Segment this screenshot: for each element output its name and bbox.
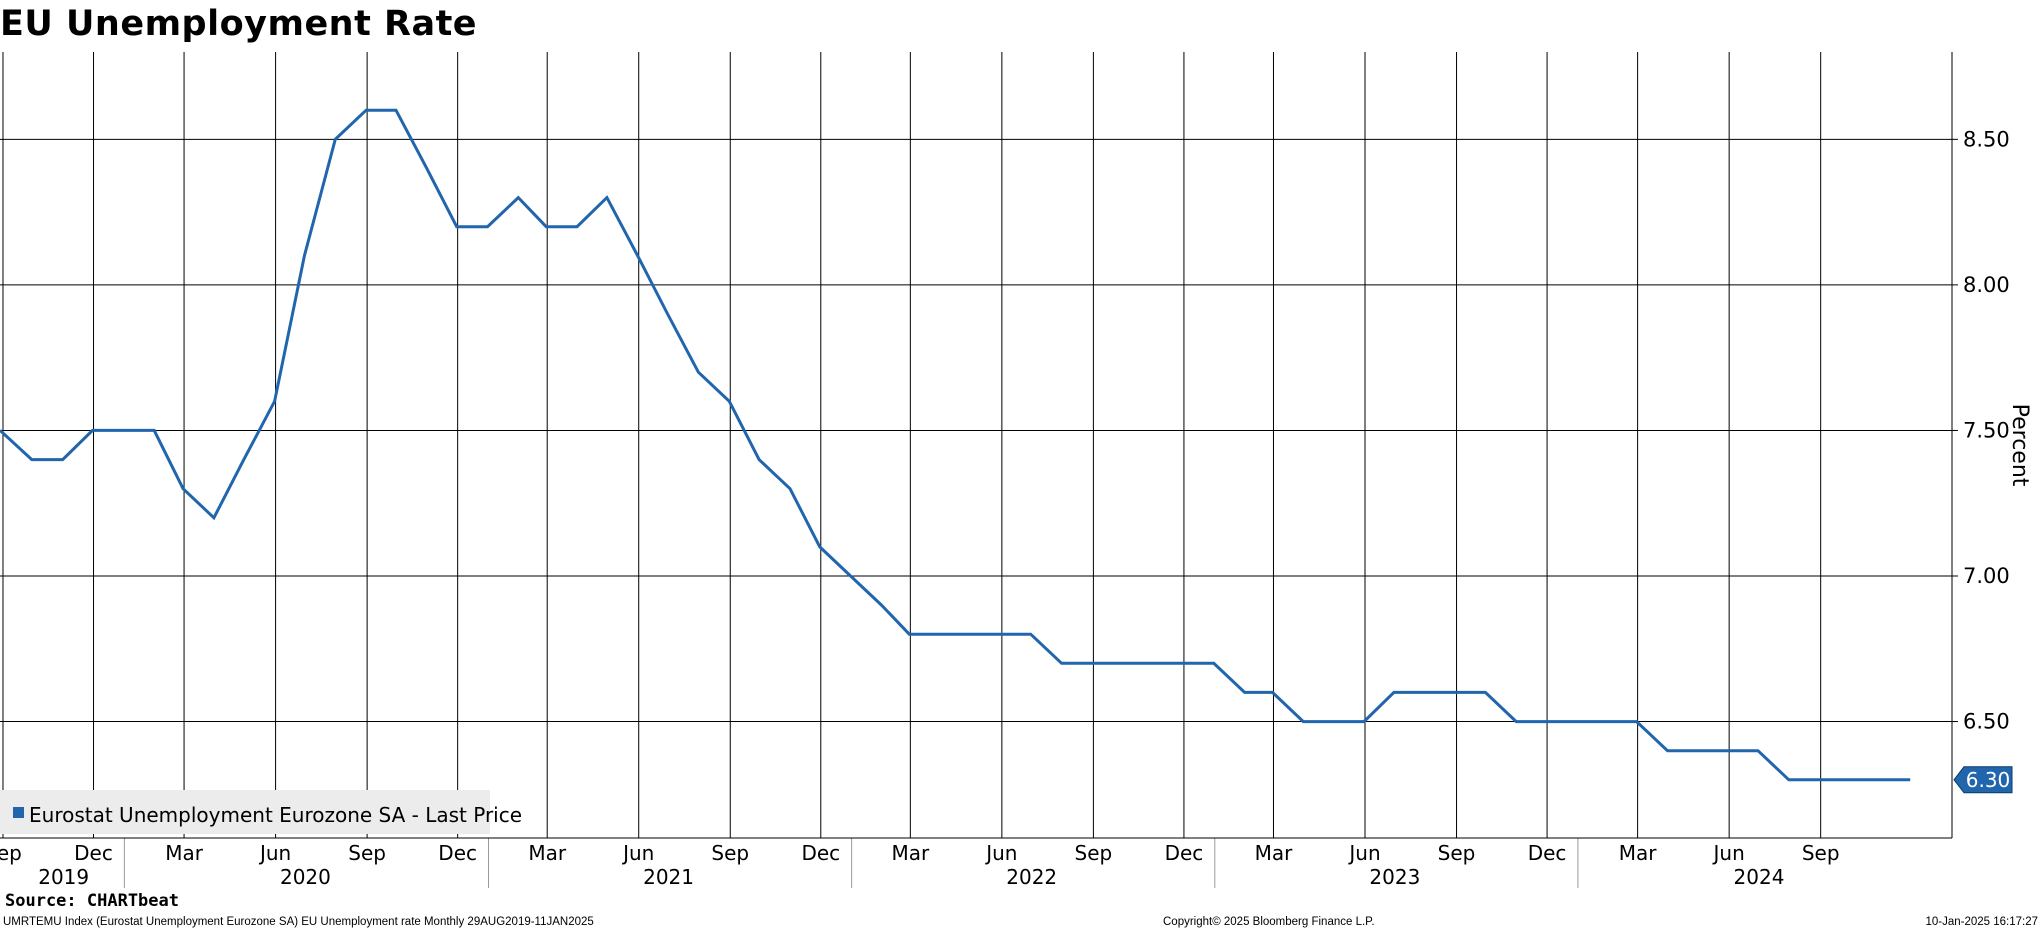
x-tick-label: Mar (165, 841, 204, 865)
x-tick-label: Jun (1347, 841, 1380, 865)
x-tick-label: Mar (528, 841, 567, 865)
y-tick-label: 8.50 (1963, 127, 2010, 151)
y-tick-label: 7.50 (1963, 418, 2010, 442)
footer-copyright: Copyright© 2025 Bloomberg Finance L.P. (1163, 916, 1375, 928)
x-year-label: 2022 (1006, 865, 1057, 889)
x-tick-label: Dec (438, 841, 477, 865)
x-tick-label: Sep (1075, 841, 1113, 865)
chart-title: EU Unemployment Rate (0, 4, 478, 44)
series-layer (0, 108, 1911, 782)
source-note: Source: CHARTbeat (5, 891, 179, 911)
x-year-label: 2021 (643, 865, 694, 889)
x-tick-label: Dec (1165, 841, 1204, 865)
x-tick-label: Mar (1619, 841, 1658, 865)
footer-timestamp: 10-Jan-2025 16:17:27 (1925, 916, 2038, 928)
last-value-label: 6.30 (1966, 768, 2011, 792)
x-tick-label: Sep (348, 841, 386, 865)
x-tick-label: Dec (801, 841, 840, 865)
x-tick-label: Sep (711, 841, 749, 865)
x-tick-label: Jun (621, 841, 654, 865)
y-tick-label: 8.00 (1963, 273, 2010, 297)
series-line (0, 108, 1911, 782)
x-tick-label: Jun (1712, 841, 1745, 865)
last-value-layer: 6.30 (1953, 766, 2013, 794)
x-year-label: 2023 (1369, 865, 1420, 889)
x-year-label: 2024 (1734, 865, 1785, 889)
y-tick-label: 7.00 (1963, 564, 2010, 588)
x-tick-label: Dec (74, 841, 113, 865)
x-tick-label: Jun (984, 841, 1017, 865)
legend[interactable]: Eurostat Unemployment Eurozone SA - Last… (0, 790, 522, 834)
y-axis-label: Percent (2007, 404, 2032, 487)
footer-description: UMRTEMU Index (Eurostat Unemployment Eur… (3, 916, 594, 928)
x-tick-label: Sep (1802, 841, 1840, 865)
x-tick-label: Dec (1528, 841, 1567, 865)
x-year-label: 2019 (38, 865, 89, 889)
legend-swatch (13, 807, 24, 818)
legend-background (0, 790, 490, 834)
x-tick-label: Sep (0, 841, 22, 865)
x-tick-label: Mar (1255, 841, 1294, 865)
x-tick-label: Sep (1438, 841, 1476, 865)
grid (0, 52, 1952, 838)
axes: 6.50 7.00 7.50 8.00 8.50 Sep Dec Mar Jun Sep Dec Ma… (0, 52, 2032, 889)
last-value-badge (1953, 766, 2013, 794)
y-tick-label: 6.50 (1963, 710, 2010, 734)
x-year-label: 2020 (280, 865, 331, 889)
x-tick-label: Jun (258, 841, 291, 865)
legend-label: Eurostat Unemployment Eurozone SA - Last… (29, 803, 522, 827)
x-tick-label: Mar (891, 841, 930, 865)
